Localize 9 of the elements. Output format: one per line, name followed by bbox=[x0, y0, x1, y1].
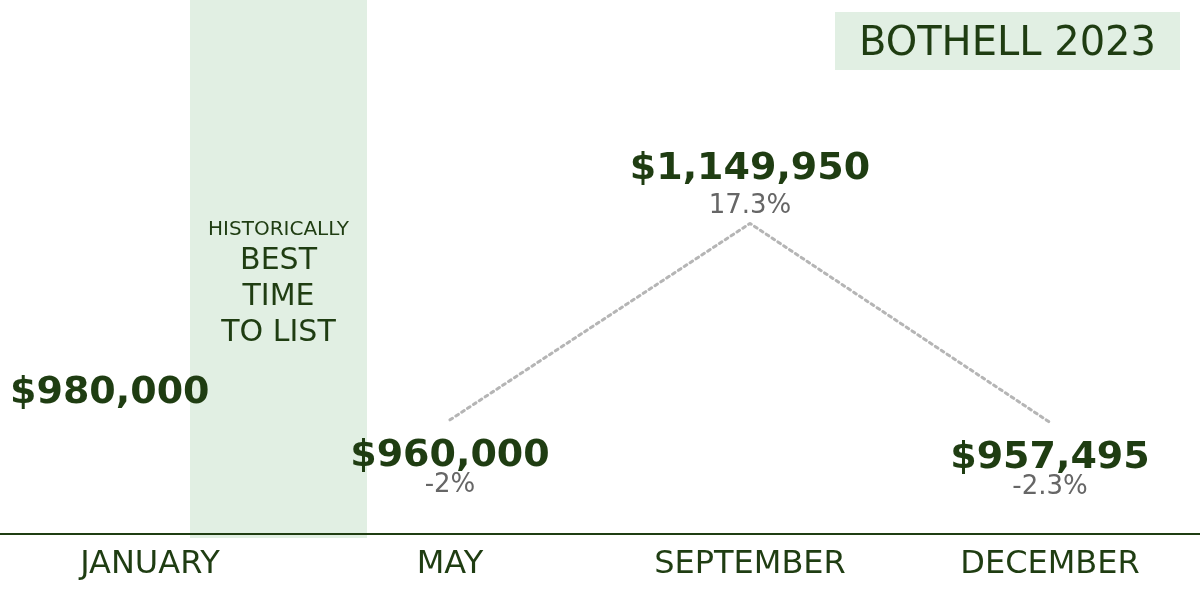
data-label: $1,149,950 bbox=[629, 144, 871, 189]
annotation: HISTORICALLY BEST TIME TO LIST bbox=[207, 215, 350, 349]
chart-title: BOTHELL 2023 bbox=[834, 12, 1180, 70]
x-tick-label: JANUARY bbox=[78, 543, 221, 582]
x-tick-label: SEPTEMBER bbox=[654, 543, 846, 582]
annotation: $980,000 bbox=[10, 368, 210, 412]
annotation: 17.3% bbox=[708, 189, 792, 220]
x-tick-label: DECEMBER bbox=[960, 543, 1140, 582]
x-tick-label: MAY bbox=[416, 543, 484, 582]
